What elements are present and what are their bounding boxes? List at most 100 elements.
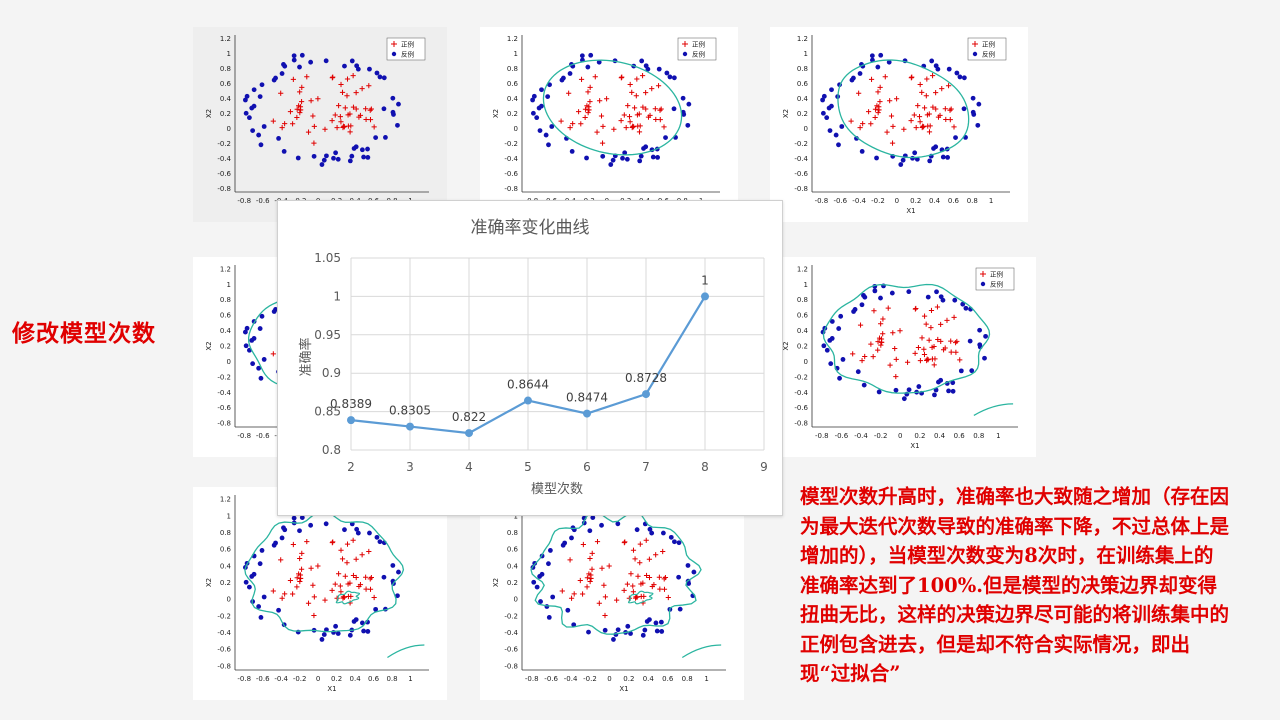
- positive-sample-marker: [367, 117, 374, 123]
- positive-sample-marker: [948, 106, 954, 112]
- negative-sample-marker: [833, 132, 839, 138]
- scatter-y-tick-label: 0.8: [220, 529, 231, 537]
- negative-sample-marker: [820, 110, 826, 116]
- positive-sample-marker: [367, 107, 373, 113]
- positive-sample-marker: [627, 81, 633, 88]
- positive-sample-marker: [310, 113, 316, 119]
- positive-sample-marker: [638, 593, 644, 600]
- chart-y-axis-label: 准确率: [298, 337, 314, 376]
- negative-sample-marker: [299, 515, 305, 520]
- negative-sample-marker: [886, 59, 892, 65]
- positive-sample-marker: [344, 541, 351, 547]
- negative-sample-marker: [342, 527, 347, 533]
- negative-sample-marker: [545, 94, 551, 100]
- positive-sample-marker: [338, 589, 344, 595]
- negative-sample-marker: [257, 326, 263, 331]
- negative-sample-marker: [251, 571, 257, 577]
- positive-sample-marker: [880, 331, 886, 337]
- scatter-y-tick-label: 0.4: [220, 327, 232, 335]
- chart-data-label: 0.8644: [507, 378, 549, 392]
- positive-sample-marker: [880, 316, 886, 322]
- chart-y-tick-label: 1: [333, 289, 341, 303]
- chart-data-point: [701, 292, 709, 301]
- negative-sample-marker: [250, 361, 256, 367]
- scatter-x-tick-label: -0.6: [256, 197, 270, 205]
- positive-sample-marker: [589, 566, 595, 572]
- scatter-y-tick-label: 0.4: [220, 95, 232, 103]
- negative-sample-marker: [377, 539, 383, 545]
- scatter-y-tick-label: 0.6: [797, 80, 809, 88]
- negative-sample-marker: [586, 629, 591, 635]
- scatter-y-tick-label: 1.2: [507, 35, 518, 43]
- scatter-y-tick-label: 1: [514, 512, 518, 520]
- scatter-x-tick-label: 1: [996, 432, 1000, 440]
- scatter-plot-degree-6: -0.8 -0.6 -0.4 -0.2 0 0.2 0.4 0.6 0.8 1 1.2 1 0.8 0.6…: [770, 257, 1036, 457]
- negative-sample-marker: [927, 158, 933, 164]
- positive-sample-marker: [619, 74, 625, 80]
- positive-sample-marker: [915, 103, 921, 109]
- chart-data-label: 0.8305: [389, 404, 431, 418]
- negative-sample-marker: [957, 74, 963, 80]
- scatter-y-tick-label: 0.6: [797, 312, 809, 320]
- positive-sample-marker: [876, 107, 882, 113]
- positive-sample-marker: [350, 537, 356, 543]
- positive-sample-marker: [279, 595, 285, 601]
- positive-sample-marker: [636, 129, 643, 135]
- negative-sample-marker: [258, 142, 264, 148]
- negative-sample-marker: [615, 521, 621, 527]
- negative-sample-marker: [534, 115, 540, 121]
- negative-sample-marker: [659, 629, 665, 634]
- negative-sample-marker: [347, 632, 353, 638]
- chart-y-tick-label: 1.05: [314, 251, 341, 265]
- negative-sample-marker: [610, 157, 616, 163]
- scatter-y-tick-label: 0: [227, 125, 231, 133]
- positive-sample-marker: [310, 582, 316, 588]
- negative-sample-marker: [256, 365, 262, 371]
- scatter-svg: -0.8 -0.6 -0.4 -0.2 0 0.2 0.4 0.6 0.8 1 1.2 1 0.8 0.6…: [205, 495, 429, 693]
- negative-sample-marker: [308, 59, 314, 65]
- scatter-x-tick-label: -0.6: [833, 197, 847, 205]
- negative-sample-marker: [650, 154, 656, 160]
- positive-sample-marker: [635, 123, 641, 129]
- positive-sample-marker: [923, 321, 929, 327]
- positive-sample-marker: [904, 359, 911, 365]
- negative-sample-marker: [256, 132, 262, 138]
- positive-sample-marker: [587, 555, 593, 562]
- scatter-y-tick-label: -0.4: [794, 389, 808, 397]
- positive-sample-marker: [921, 105, 928, 111]
- positive-sample-marker: [582, 114, 588, 121]
- chart-data-label: 0.822: [452, 410, 486, 424]
- positive-sample-marker: [919, 335, 925, 341]
- negative-sample-marker: [686, 581, 692, 586]
- negative-sample-marker: [900, 157, 906, 163]
- positive-sample-marker: [568, 595, 575, 601]
- negative-sample-marker: [355, 530, 361, 536]
- negative-sample-marker: [876, 389, 882, 395]
- positive-sample-marker: [584, 575, 590, 581]
- positive-sample-marker: [330, 74, 336, 80]
- negative-sample-marker: [869, 53, 875, 59]
- negative-sample-marker: [258, 614, 264, 620]
- negative-sample-marker: [932, 392, 937, 398]
- negative-sample-marker: [676, 574, 682, 580]
- positive-sample-marker: [363, 586, 369, 592]
- positive-sample-marker: [934, 304, 941, 310]
- negative-sample-marker: [639, 58, 645, 64]
- positive-sample-marker: [630, 589, 636, 595]
- negative-sample-marker: [640, 632, 646, 638]
- negative-sample-marker: [361, 154, 367, 160]
- scatter-y-tick-label: -0.4: [504, 629, 518, 637]
- negative-sample-marker: [602, 627, 608, 633]
- scatter-y-tick-label: 0.6: [507, 546, 519, 554]
- negative-sample-marker: [259, 548, 265, 553]
- positive-sample-marker: [627, 119, 633, 125]
- positive-sample-marker: [913, 305, 919, 312]
- negative-sample-marker: [663, 135, 668, 141]
- positive-sample-marker: [586, 107, 592, 113]
- legend-positive-marker: [972, 41, 978, 47]
- scatter-x-tick-label: 0: [898, 432, 902, 440]
- scatter-y-tick-label: 1.2: [797, 35, 808, 43]
- negative-sample-marker: [377, 74, 383, 80]
- negative-sample-marker: [685, 563, 691, 568]
- scatter-x-tick-label: 0.6: [954, 432, 966, 440]
